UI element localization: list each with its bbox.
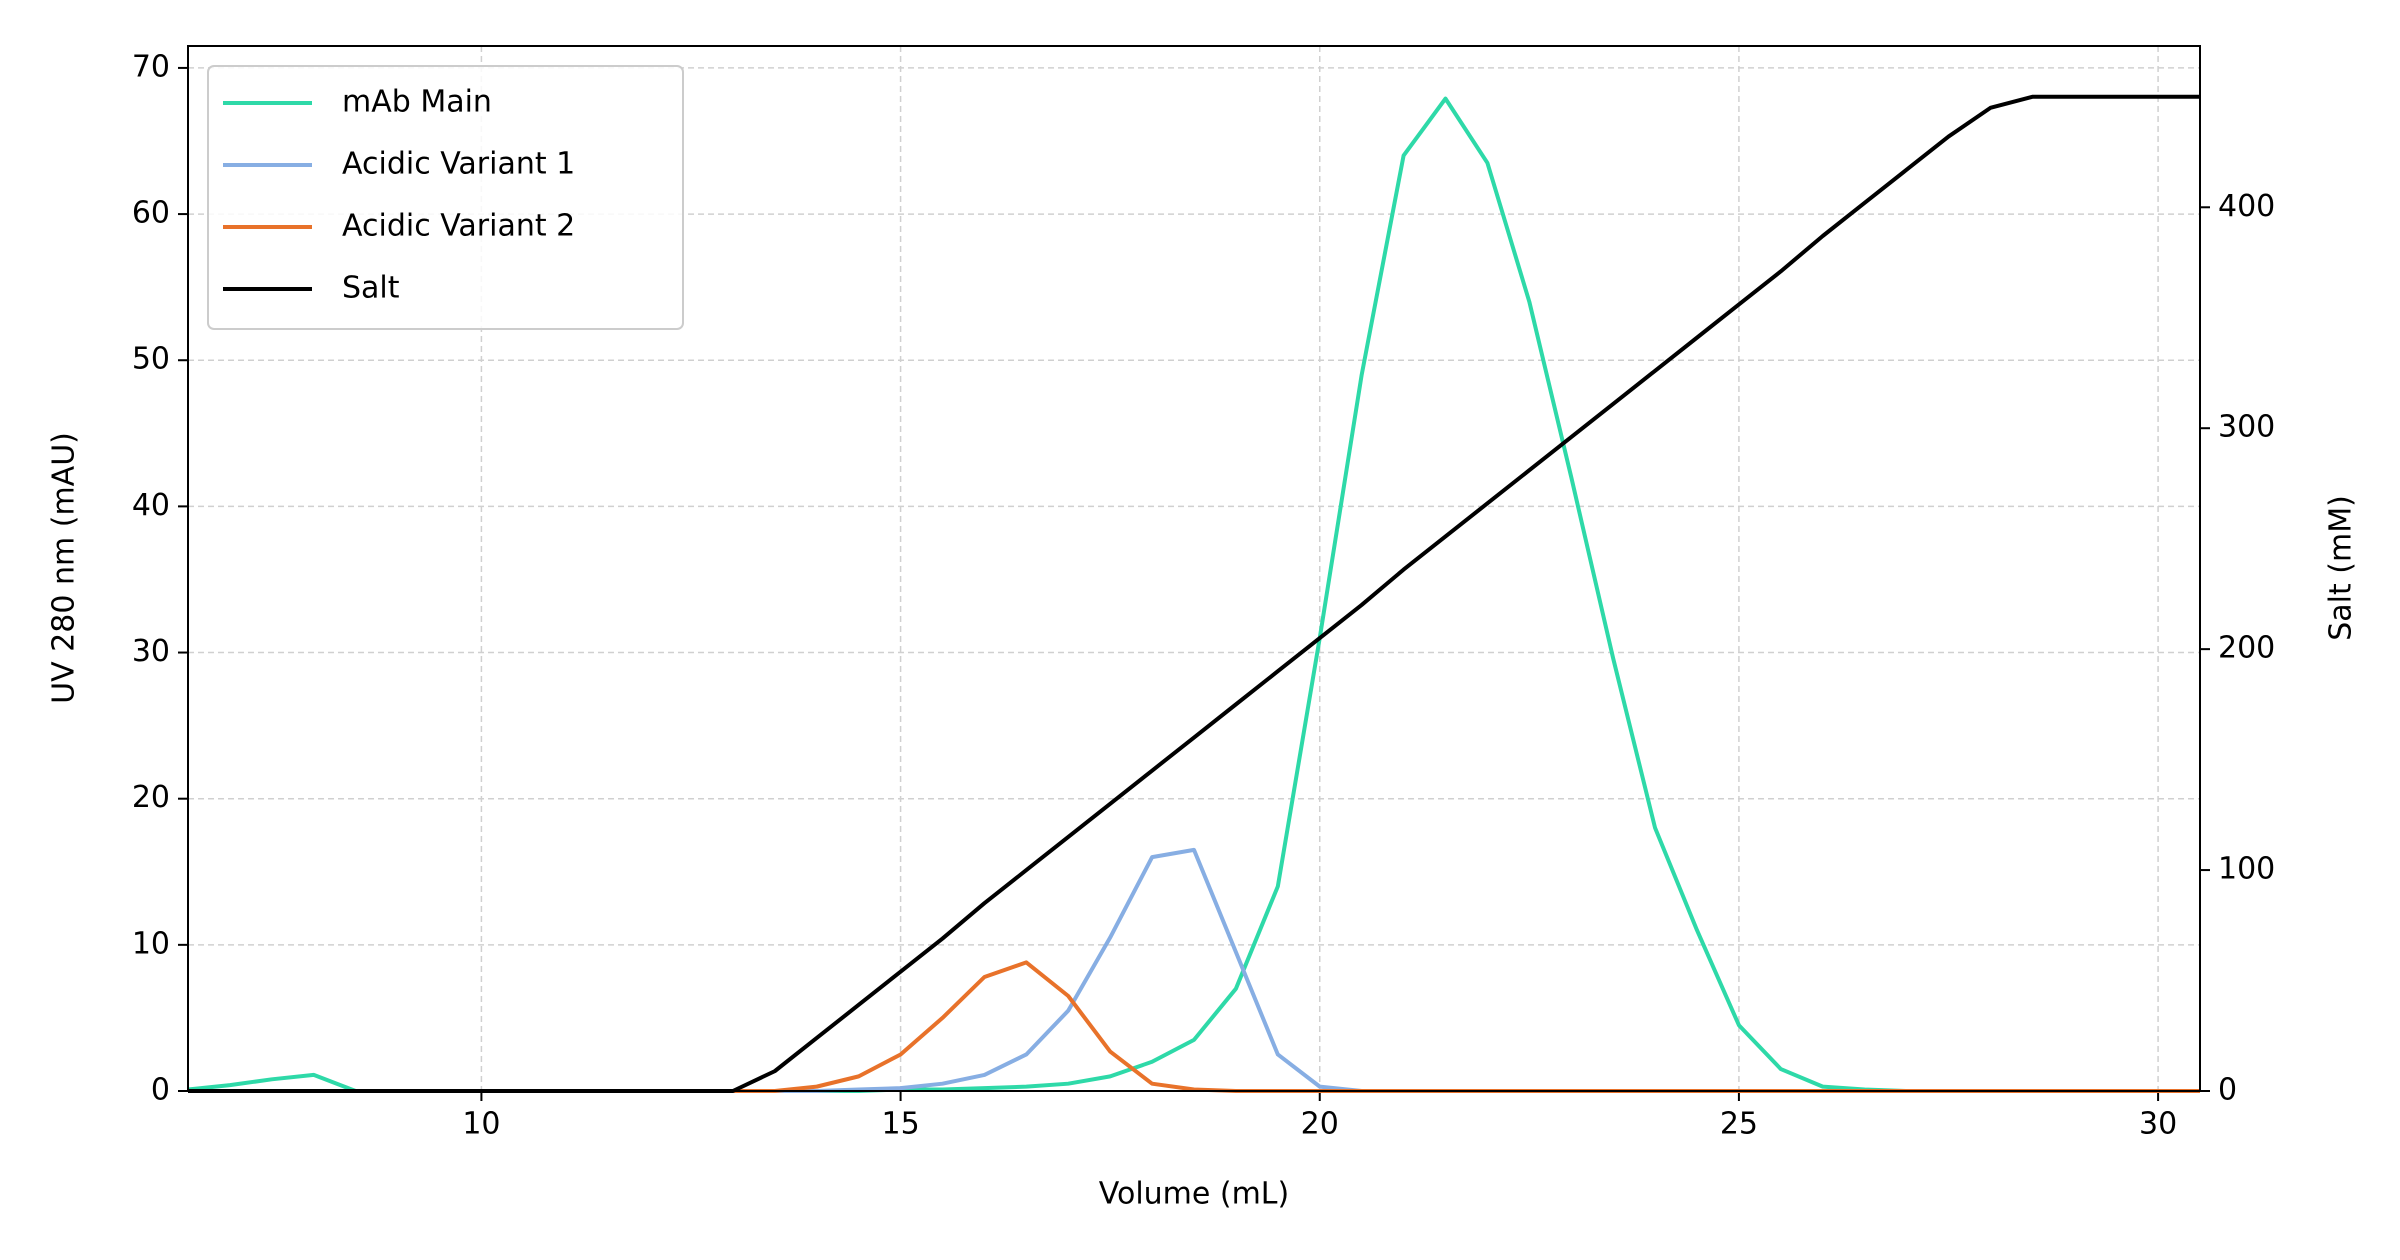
y2-tick-label: 300 xyxy=(2218,410,2275,445)
series-line xyxy=(188,960,2200,1093)
x-tick-label: 15 xyxy=(881,1107,919,1142)
y-axis-label: UV 280 nm (mAU) xyxy=(47,432,82,704)
y2-tick-label: 0 xyxy=(2218,1073,2237,1108)
y2-tick-label: 100 xyxy=(2218,852,2275,887)
y-tick-label: 70 xyxy=(132,49,170,84)
y2-tick-label: 200 xyxy=(2218,631,2275,666)
x-axis-label: Volume (mL) xyxy=(1099,1177,1289,1212)
legend-label: Acidic Variant 2 xyxy=(342,209,575,244)
series-line xyxy=(188,847,2200,1093)
y-tick-label: 30 xyxy=(132,634,170,669)
y-tick-label: 40 xyxy=(132,488,170,523)
x-tick-label: 30 xyxy=(2139,1107,2177,1142)
y2-tick-label: 400 xyxy=(2218,189,2275,224)
y-tick-label: 0 xyxy=(151,1073,170,1108)
x-tick-label: 10 xyxy=(462,1107,500,1142)
legend-label: mAb Main xyxy=(342,85,492,120)
y-tick-label: 20 xyxy=(132,780,170,815)
legend-box xyxy=(207,65,684,330)
y-tick-label: 50 xyxy=(132,342,170,377)
legend-label: Acidic Variant 1 xyxy=(342,147,575,182)
y2-axis-label: Salt (mM) xyxy=(2324,495,2359,641)
x-tick-label: 25 xyxy=(1720,1107,1758,1142)
legend-label: Salt xyxy=(342,271,400,306)
x-tick-label: 20 xyxy=(1301,1107,1339,1142)
y-tick-label: 60 xyxy=(132,196,170,231)
plot-frame xyxy=(187,45,2201,1092)
y-tick-label: 10 xyxy=(132,926,170,961)
legend: mAb Main Acidic Variant 1 Acidic Variant 2… xyxy=(207,65,684,330)
